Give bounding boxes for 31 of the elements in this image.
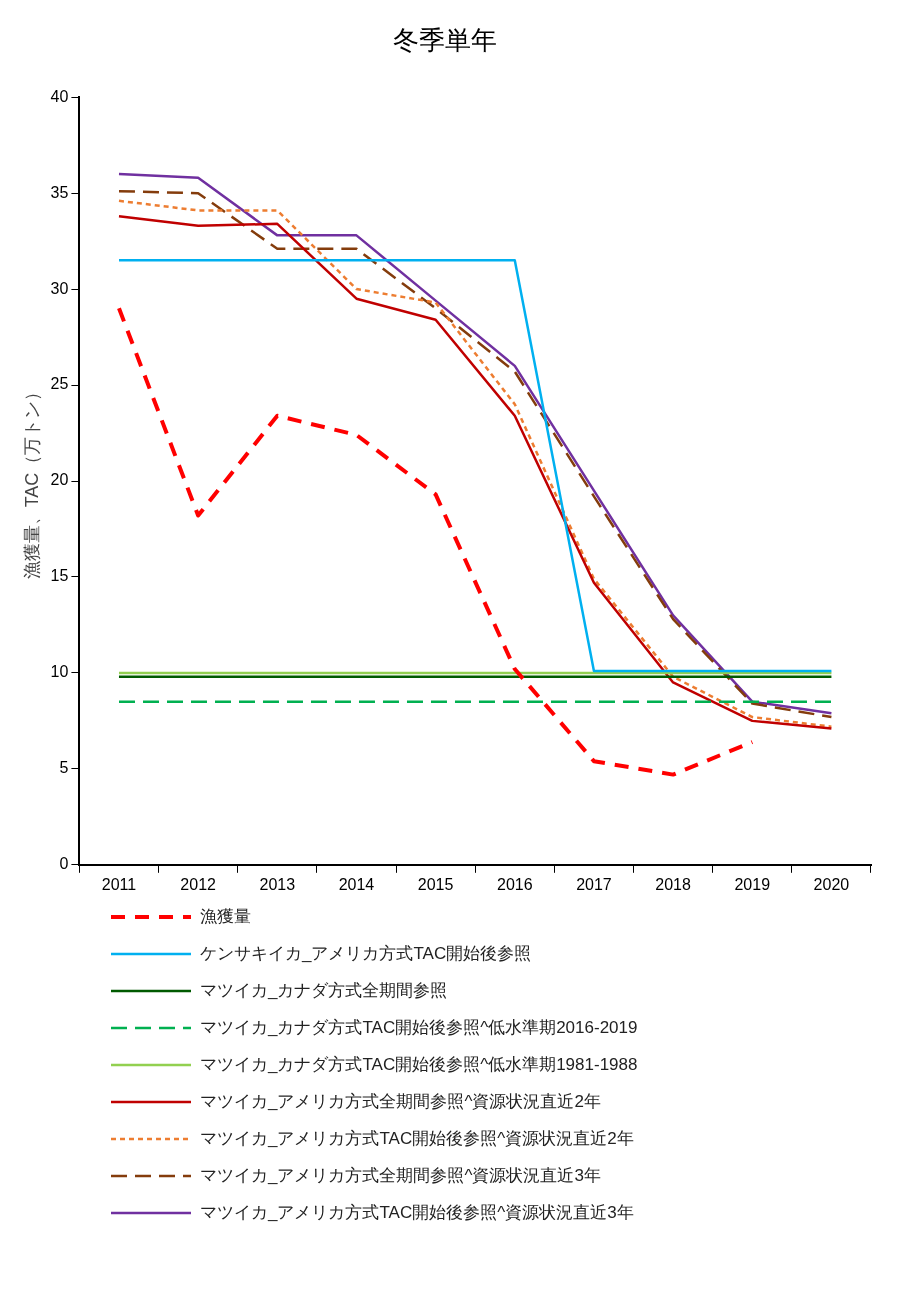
legend-label: ケンサキイカ_アメリカ方式TAC開始後参照	[200, 943, 532, 965]
y-tick-label: 15	[50, 567, 69, 585]
legend-label: マツイカ_アメリカ方式全期間参照^資源状況直近2年	[200, 1091, 601, 1113]
y-tick-label: 40	[50, 87, 69, 105]
x-tick-label: 2017	[576, 875, 612, 893]
x-tick-label: 2013	[259, 875, 296, 893]
chart-title: 冬季単年	[392, 24, 497, 55]
y-tick-label: 30	[50, 279, 69, 297]
legend-label: マツイカ_アメリカ方式全期間参照^資源状況直近3年	[200, 1165, 601, 1187]
y-tick-label: 35	[50, 183, 69, 201]
y-tick-label: 25	[50, 375, 69, 393]
legend-label: マツイカ_カナダ方式全期間参照	[200, 980, 448, 1002]
legend-label: マツイカ_カナダ方式TAC開始後参照^低水準期2016-2019	[200, 1017, 638, 1039]
x-tick-label: 2012	[180, 875, 217, 893]
line-series	[116, 306, 755, 777]
x-tick-label: 2015	[417, 875, 454, 893]
x-tick-label: 2016	[496, 875, 533, 893]
legend-label: マツイカ_アメリカ方式TAC開始後参照^資源状況直近2年	[200, 1128, 634, 1150]
y-tick-label: 0	[59, 855, 69, 873]
legend-label: マツイカ_カナダ方式TAC開始後参照^低水準期1981-1988	[200, 1054, 638, 1076]
y-tick-label: 5	[59, 759, 69, 777]
legend-label: 漁獲量	[200, 906, 251, 928]
x-tick-label: 2018	[655, 875, 691, 893]
y-tick-label: 20	[50, 471, 69, 489]
x-tick-label: 2020	[813, 875, 850, 893]
legend-label: マツイカ_アメリカ方式TAC開始後参照^資源状況直近3年	[200, 1202, 634, 1224]
x-tick-label: 2019	[734, 875, 771, 893]
x-tick-label: 2011	[101, 875, 137, 893]
x-tick-label: 2014	[338, 875, 375, 893]
y-tick-label: 10	[50, 663, 69, 681]
y-axis-title: 漁獲量、TAC（万トン）	[21, 382, 42, 580]
